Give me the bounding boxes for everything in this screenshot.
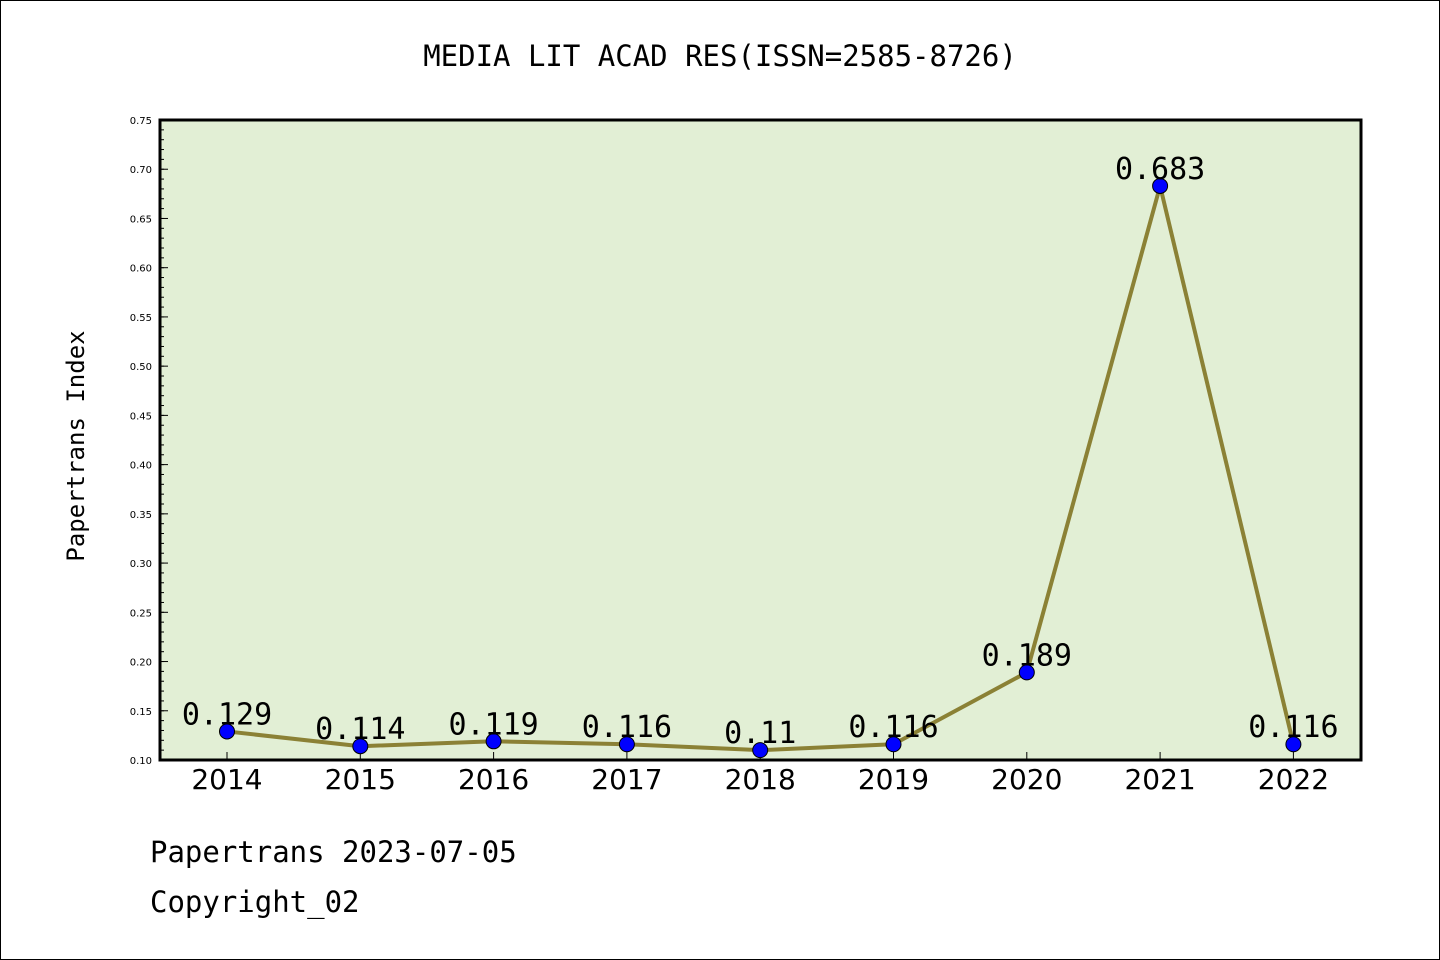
y-tick-label: 0.45 [130,411,152,422]
x-tick-label: 2021 [1124,763,1195,796]
x-tick-label: 2022 [1258,763,1329,796]
data-label: 0.11 [724,716,796,751]
data-point [618,736,635,753]
x-tick-label: 2018 [725,763,796,796]
data-point [752,742,769,759]
y-tick-label: 0.20 [130,658,152,669]
plot-border [158,118,1363,762]
y-tick-label: 0.75 [130,116,152,127]
plot-area [160,120,1361,760]
y-tick-label: 0.70 [130,165,152,176]
data-label: 0.683 [1115,152,1205,187]
x-tick-label: 2014 [191,763,262,796]
data-point [485,733,502,750]
y-tick-label: 0.55 [130,313,152,324]
x-tick-label: 2015 [325,763,396,796]
x-tick-label: 2019 [858,763,929,796]
x-tick-label: 2017 [591,763,662,796]
data-labels: 0.129 0.114 0.119 0.116 0.11 0.116 0.189 0.683 0… [182,152,1339,751]
data-label: 0.129 [182,697,272,732]
data-point [219,723,235,740]
series-line-group [219,177,1302,759]
x-tick-label: 2016 [458,763,529,796]
data-label: 0.114 [315,712,405,747]
y-tick-label: 0.60 [130,264,152,275]
data-point [1018,664,1035,681]
x-tick-label: 2020 [991,763,1062,796]
y-tick-label: 0.65 [130,214,152,225]
footer-source: Papertrans 2023-07-05 [150,835,517,869]
y-tick-label: 0.40 [130,461,152,472]
y-tick-label: 0.35 [130,510,152,521]
x-axis: 2014 2015 2016 2017 2018 2019 2020 2021 2022 [191,752,1329,796]
y-tick-label: 0.10 [130,756,152,767]
data-point [1285,736,1302,753]
data-label: 0.116 [1248,710,1338,745]
data-point [352,738,369,755]
y-tick-label: 0.25 [130,608,152,619]
chart-title: MEDIA LIT ACAD RES(ISSN=2585-8726) [423,39,1017,73]
y-tick-label: 0.50 [130,362,152,373]
y-tick-label: 0.15 [130,707,152,718]
data-point [885,736,902,753]
data-label: 0.119 [448,707,538,742]
y-axis-label: Papertrans Index [62,330,90,561]
y-tick-label: 0.30 [130,559,152,570]
data-label: 0.189 [982,638,1072,673]
data-label: 0.116 [848,710,938,745]
footer-copyright: Copyright_02 [150,885,360,919]
data-point [1152,177,1169,194]
data-label: 0.116 [582,710,672,745]
